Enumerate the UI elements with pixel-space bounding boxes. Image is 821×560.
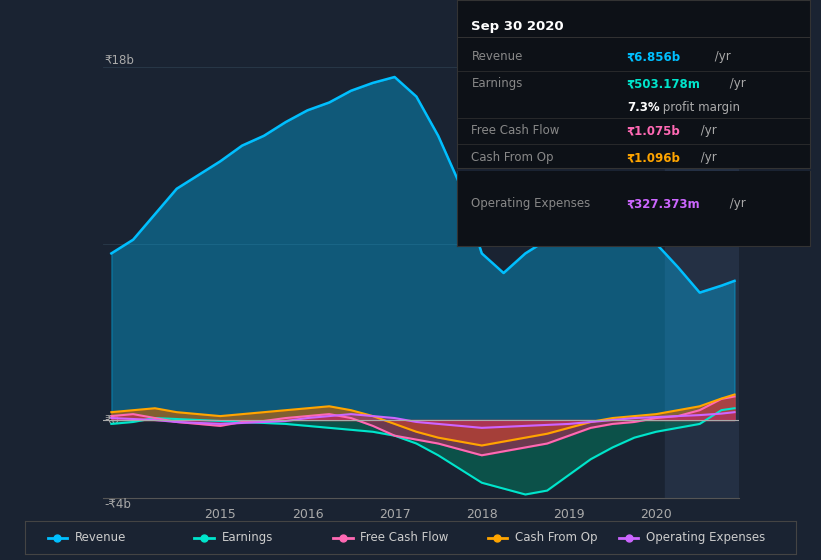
Text: Earnings: Earnings <box>222 531 273 544</box>
Text: Operating Expenses: Operating Expenses <box>646 531 765 544</box>
Text: Revenue: Revenue <box>471 50 523 63</box>
Text: Free Cash Flow: Free Cash Flow <box>360 531 449 544</box>
Text: Earnings: Earnings <box>471 77 523 90</box>
Text: Sep 30 2020: Sep 30 2020 <box>471 20 564 33</box>
Text: Cash From Op: Cash From Op <box>471 151 554 164</box>
Text: /yr: /yr <box>726 197 745 210</box>
Text: Cash From Op: Cash From Op <box>515 531 597 544</box>
Text: 7.3%: 7.3% <box>626 101 659 114</box>
Text: ₹327.373m: ₹327.373m <box>626 197 700 210</box>
Text: -₹4b: -₹4b <box>104 498 131 511</box>
Text: ₹6.856b: ₹6.856b <box>626 50 681 63</box>
Text: /yr: /yr <box>697 151 717 164</box>
Text: Operating Expenses: Operating Expenses <box>471 197 590 210</box>
Text: ₹503.178m: ₹503.178m <box>626 77 700 90</box>
Text: ₹18b: ₹18b <box>104 54 135 67</box>
Text: profit margin: profit margin <box>658 101 740 114</box>
Text: /yr: /yr <box>726 77 745 90</box>
Text: /yr: /yr <box>697 124 717 137</box>
Text: Revenue: Revenue <box>75 531 126 544</box>
Text: ₹0: ₹0 <box>104 413 119 427</box>
Text: Free Cash Flow: Free Cash Flow <box>471 124 560 137</box>
Bar <box>665 67 739 498</box>
Text: ₹1.096b: ₹1.096b <box>626 151 681 164</box>
Text: ₹1.075b: ₹1.075b <box>626 124 681 137</box>
Text: /yr: /yr <box>712 50 732 63</box>
